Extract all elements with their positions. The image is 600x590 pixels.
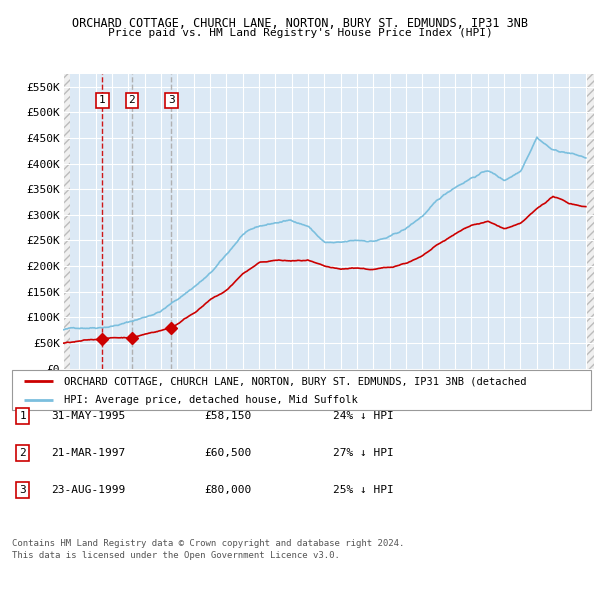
Text: 27% ↓ HPI: 27% ↓ HPI — [333, 448, 394, 458]
Text: This data is licensed under the Open Government Licence v3.0.: This data is licensed under the Open Gov… — [12, 552, 340, 560]
Text: ORCHARD COTTAGE, CHURCH LANE, NORTON, BURY ST. EDMUNDS, IP31 3NB: ORCHARD COTTAGE, CHURCH LANE, NORTON, BU… — [72, 17, 528, 30]
Text: HPI: Average price, detached house, Mid Suffolk: HPI: Average price, detached house, Mid … — [64, 395, 358, 405]
Bar — [587, 74, 594, 369]
Text: £58,150: £58,150 — [204, 411, 251, 421]
Text: 23-AUG-1999: 23-AUG-1999 — [51, 486, 125, 495]
Text: 24% ↓ HPI: 24% ↓ HPI — [333, 411, 394, 421]
Text: £60,500: £60,500 — [204, 448, 251, 458]
Text: 25% ↓ HPI: 25% ↓ HPI — [333, 486, 394, 495]
Bar — [63, 74, 70, 369]
Text: ORCHARD COTTAGE, CHURCH LANE, NORTON, BURY ST. EDMUNDS, IP31 3NB (detached: ORCHARD COTTAGE, CHURCH LANE, NORTON, BU… — [64, 376, 527, 386]
Text: 2: 2 — [19, 448, 26, 458]
Text: £80,000: £80,000 — [204, 486, 251, 495]
Text: 3: 3 — [19, 486, 26, 495]
Text: Contains HM Land Registry data © Crown copyright and database right 2024.: Contains HM Land Registry data © Crown c… — [12, 539, 404, 548]
Text: 31-MAY-1995: 31-MAY-1995 — [51, 411, 125, 421]
Text: 21-MAR-1997: 21-MAR-1997 — [51, 448, 125, 458]
Text: 1: 1 — [99, 96, 106, 105]
Text: 1: 1 — [19, 411, 26, 421]
Text: 2: 2 — [128, 96, 136, 105]
Text: Price paid vs. HM Land Registry's House Price Index (HPI): Price paid vs. HM Land Registry's House … — [107, 28, 493, 38]
Text: 3: 3 — [168, 96, 175, 105]
